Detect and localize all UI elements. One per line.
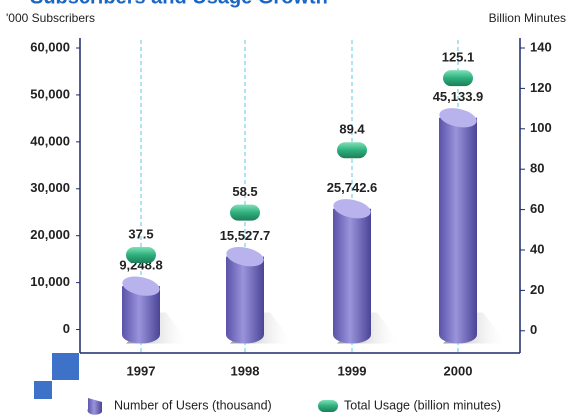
y2-axis-label: Billion Minutes: [489, 11, 566, 25]
bar: [439, 117, 477, 344]
data-label: 58.5: [232, 184, 257, 199]
x-tick-label: 1999: [338, 363, 367, 378]
bar: [122, 286, 160, 344]
y2-tick-label: 120: [530, 80, 552, 95]
data-label: 37.5: [128, 226, 153, 241]
usage-marker: [126, 247, 156, 264]
bar-cap: [122, 276, 160, 296]
y2-tick-label: 140: [530, 39, 552, 54]
legend-swatch: [318, 400, 338, 412]
legend-label: Number of Users (thousand): [114, 398, 272, 412]
data-label: 15,527.7: [220, 228, 271, 243]
y-tick-label: 40,000: [30, 133, 70, 148]
bar-cap: [226, 247, 264, 267]
bar-cap: [333, 199, 371, 219]
data-label: 25,742.6: [327, 180, 378, 195]
y2-tick-label: 100: [530, 120, 552, 135]
data-label: 89.4: [339, 122, 365, 137]
bar: [333, 208, 371, 344]
y2-tick-label: 20: [530, 282, 544, 297]
y-tick-label: 30,000: [30, 180, 70, 195]
y2-tick-label: 0: [530, 322, 537, 337]
x-tick-label: 1997: [127, 363, 156, 378]
y-tick-label: 50,000: [30, 86, 70, 101]
legend-swatch: [87, 398, 102, 415]
usage-marker: [337, 142, 367, 159]
y-tick-label: 60,000: [30, 39, 70, 54]
bar: [226, 256, 264, 344]
legend-label: Total Usage (billion minutes): [344, 398, 501, 412]
y2-tick-label: 60: [530, 201, 544, 216]
chart-title: Subscribers and Usage Growth: [30, 0, 328, 8]
y-tick-label: 0: [63, 321, 70, 336]
y2-tick-label: 80: [530, 161, 544, 176]
data-label: 45,133.9: [433, 89, 484, 104]
decor-square: [52, 353, 79, 380]
usage-marker: [230, 204, 260, 221]
x-tick-label: 2000: [444, 363, 473, 378]
decor-square: [34, 381, 52, 399]
y-tick-label: 10,000: [30, 274, 70, 289]
y2-tick-label: 40: [530, 241, 544, 256]
x-tick-label: 1998: [231, 363, 260, 378]
data-label: 125.1: [442, 50, 475, 65]
bar-cap: [439, 108, 477, 128]
usage-marker: [443, 70, 473, 87]
y-tick-label: 20,000: [30, 227, 70, 242]
y-axis-label: '000 Subscribers: [6, 11, 95, 25]
